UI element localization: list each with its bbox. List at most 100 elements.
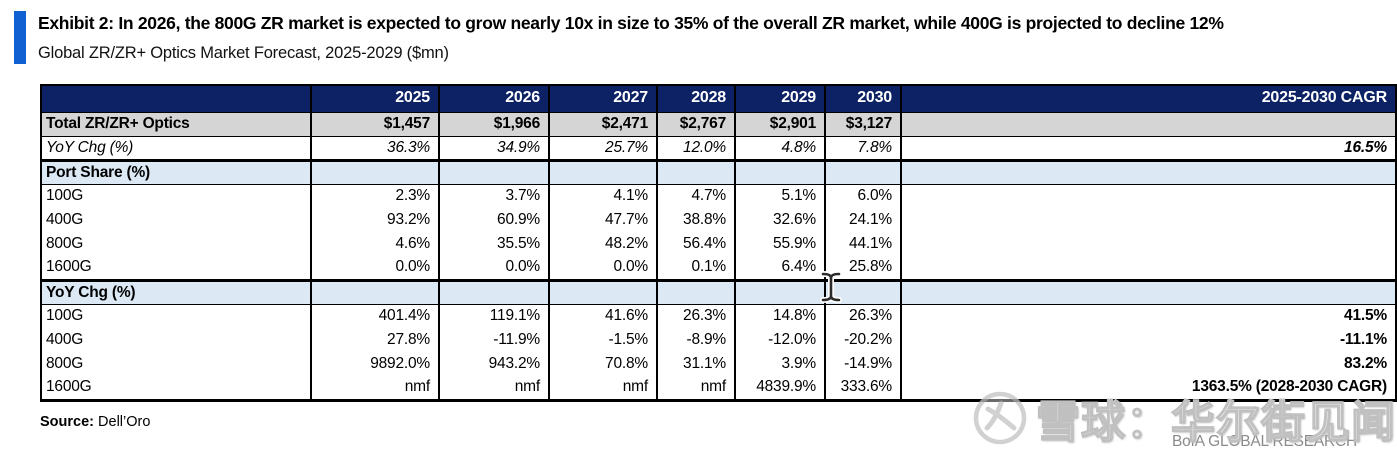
value-cell: 14.8% bbox=[734, 304, 825, 328]
row-label: YoY Chg (%) bbox=[41, 278, 311, 305]
value-cell: 6.0% bbox=[824, 184, 901, 208]
col-header-2029: 2029 bbox=[734, 85, 825, 112]
row-label: 1600G bbox=[46, 378, 92, 396]
value-cell: -11.9% bbox=[438, 328, 549, 352]
value-cell: 48.2% bbox=[548, 232, 657, 256]
value-cell: 55.9% bbox=[734, 232, 825, 256]
text-cursor-icon bbox=[820, 271, 842, 303]
value-cell: $1,457 bbox=[310, 111, 439, 137]
value-cell: -11.1% bbox=[900, 328, 1396, 352]
value-cell: 41.5% bbox=[900, 304, 1396, 328]
col-header-2026: 2026 bbox=[438, 85, 549, 112]
value-cell bbox=[824, 158, 901, 185]
value-cell: 27.8% bbox=[310, 328, 439, 352]
value-cell bbox=[734, 278, 825, 305]
table-row: 800G 9892.0% 943.2% 70.8% 31.1% 3.9% -14.9% 83.… bbox=[41, 352, 1396, 376]
table-row: Total ZR/ZR+ Optics $1,457 $1,966 $2,471 $2,… bbox=[41, 111, 1396, 137]
value-cell bbox=[900, 158, 1396, 185]
value-cell: 3.7% bbox=[438, 184, 549, 208]
source-label: Source: bbox=[40, 414, 94, 430]
col-header-2030: 2030 bbox=[824, 85, 901, 112]
row-label: 400G bbox=[46, 331, 84, 348]
row-label: 400G bbox=[46, 211, 84, 228]
value-cell: 119.1% bbox=[438, 304, 549, 328]
table-row: 800G 4.6% 35.5% 48.2% 56.4% 55.9% 44.1% bbox=[41, 232, 1396, 256]
value-cell: 5.1% bbox=[734, 184, 825, 208]
source-value: Dell’Oro bbox=[98, 414, 151, 430]
value-cell: 1363.5% (2028-2030 CAGR) bbox=[900, 376, 1396, 400]
value-cell bbox=[900, 232, 1396, 256]
value-cell: 401.4% bbox=[310, 304, 439, 328]
col-header-2025: 2025 bbox=[310, 85, 439, 112]
value-cell bbox=[656, 278, 735, 305]
value-cell: nmf bbox=[656, 376, 735, 400]
exhibit-title: Exhibit 2: In 2026, the 800G ZR market i… bbox=[38, 13, 1224, 33]
row-label: Total ZR/ZR+ Optics bbox=[41, 111, 311, 137]
row-label: 100G bbox=[46, 187, 84, 205]
value-cell: 38.8% bbox=[656, 208, 735, 232]
row-label: Port Share (%) bbox=[41, 158, 311, 185]
value-cell bbox=[438, 158, 549, 185]
value-cell: -20.2% bbox=[824, 328, 901, 352]
corner-cell bbox=[41, 85, 311, 112]
value-cell: $1,966 bbox=[438, 111, 549, 137]
value-cell: 0.1% bbox=[656, 256, 735, 280]
value-cell bbox=[900, 184, 1396, 208]
value-cell: 26.3% bbox=[824, 304, 901, 328]
value-cell: 25.7% bbox=[548, 136, 657, 160]
value-cell: $3,127 bbox=[824, 111, 901, 137]
value-cell: -14.9% bbox=[824, 352, 901, 376]
row-label: 800G bbox=[46, 235, 84, 252]
value-cell bbox=[900, 111, 1396, 137]
value-cell: 44.1% bbox=[824, 232, 901, 256]
value-cell bbox=[656, 158, 735, 185]
value-cell: 943.2% bbox=[438, 352, 549, 376]
forecast-table-body: Total ZR/ZR+ Optics $1,457 $1,966 $2,471 $2,… bbox=[41, 111, 1396, 400]
value-cell bbox=[734, 158, 825, 185]
value-cell: 0.0% bbox=[310, 256, 439, 280]
value-cell: 36.3% bbox=[310, 136, 439, 160]
value-cell: 7.8% bbox=[824, 136, 901, 160]
value-cell: 60.9% bbox=[438, 208, 549, 232]
value-cell: 3.9% bbox=[734, 352, 825, 376]
value-cell bbox=[900, 256, 1396, 280]
value-cell: 9892.0% bbox=[310, 352, 439, 376]
value-cell bbox=[548, 158, 657, 185]
value-cell: 56.4% bbox=[656, 232, 735, 256]
value-cell: 4.6% bbox=[310, 232, 439, 256]
table-row: YoY Chg (%) bbox=[41, 278, 1396, 305]
table-row: YoY Chg (%) 36.3% 34.9% 25.7% 12.0% 4.8% 7.8% 1… bbox=[41, 136, 1396, 160]
value-cell: -8.9% bbox=[656, 328, 735, 352]
value-cell bbox=[310, 278, 439, 305]
value-cell: 4839.9% bbox=[734, 376, 825, 400]
value-cell: 16.5% bbox=[900, 136, 1396, 160]
value-cell bbox=[310, 158, 439, 185]
value-cell: $2,901 bbox=[734, 111, 825, 137]
row-label: 1600G bbox=[46, 258, 92, 276]
value-cell: 2.3% bbox=[310, 184, 439, 208]
value-cell: 0.0% bbox=[548, 256, 657, 280]
row-label: 800G bbox=[46, 355, 84, 372]
table-row: 100G 2.3% 3.7% 4.1% 4.7% 5.1% 6.0% bbox=[41, 184, 1396, 208]
value-cell bbox=[438, 278, 549, 305]
value-cell: 4.7% bbox=[656, 184, 735, 208]
value-cell: 41.6% bbox=[548, 304, 657, 328]
value-cell: 35.5% bbox=[438, 232, 549, 256]
value-cell: 26.3% bbox=[656, 304, 735, 328]
table-row: 400G 93.2% 60.9% 47.7% 38.8% 32.6% 24.1% bbox=[41, 208, 1396, 232]
value-cell: 4.1% bbox=[548, 184, 657, 208]
value-cell: 83.2% bbox=[900, 352, 1396, 376]
value-cell: 6.4% bbox=[734, 256, 825, 280]
value-cell: 34.9% bbox=[438, 136, 549, 160]
value-cell: nmf bbox=[310, 376, 439, 400]
value-cell: 47.7% bbox=[548, 208, 657, 232]
value-cell: 12.0% bbox=[656, 136, 735, 160]
value-cell: 333.6% bbox=[824, 376, 901, 400]
value-cell bbox=[900, 278, 1396, 305]
forecast-table: 2025 2026 2027 2028 2029 2030 2025-2030 … bbox=[40, 84, 1397, 402]
col-header-cagr: 2025-2030 CAGR bbox=[900, 85, 1396, 112]
table-row: 100G 401.4% 119.1% 41.6% 26.3% 14.8% 26.3% 41.5… bbox=[41, 304, 1396, 328]
value-cell: -12.0% bbox=[734, 328, 825, 352]
row-label: 100G bbox=[46, 307, 84, 325]
value-cell: 0.0% bbox=[438, 256, 549, 280]
